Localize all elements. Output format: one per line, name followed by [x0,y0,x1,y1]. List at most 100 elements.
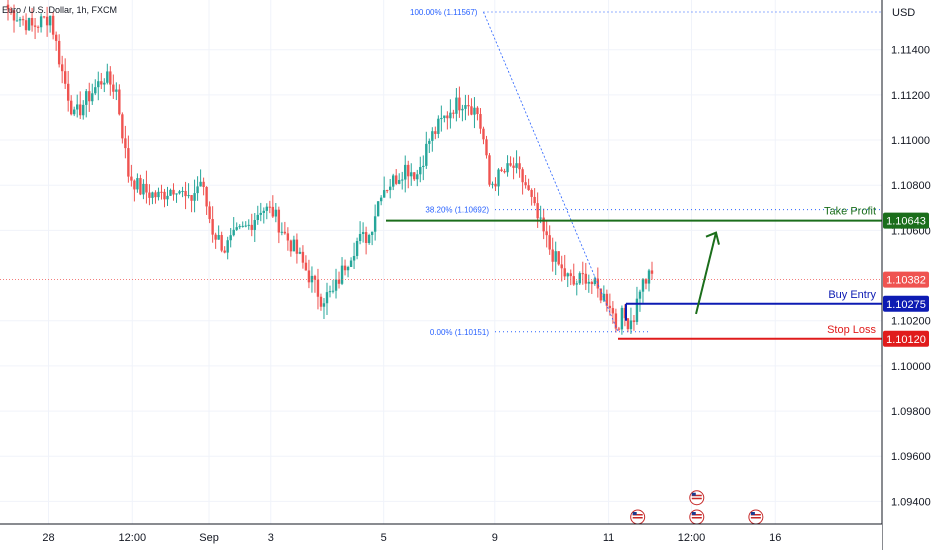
candle-body [388,186,392,191]
candle-body [316,279,320,297]
time-tick-label: 9 [492,532,498,544]
candle-body [9,9,13,11]
event-stripe [691,494,702,497]
candle-body [467,105,470,107]
candle-body [42,16,46,18]
candle-body [548,235,551,250]
candle-body [154,192,157,198]
candle-body [121,114,124,139]
candle-body [346,266,350,271]
candle-body [391,175,395,187]
candle-body [319,296,323,307]
time-tick-label: 11 [603,532,614,544]
event-canton [632,512,637,515]
candle-body [187,195,190,197]
candle-body [178,191,181,194]
candle-body [358,234,362,242]
price-tick-label: 1.11200 [891,90,930,102]
candle-body [647,270,651,284]
candle-body [626,318,630,330]
candle-body [413,172,416,180]
candle-body [115,89,118,92]
candle-body [313,275,317,280]
candle-body [33,25,37,27]
candle-body [184,190,187,197]
candle-body [449,112,452,119]
event-canton [691,512,696,515]
candle-body [518,163,521,170]
time-tick-label: 16 [769,532,781,544]
price-tick-label: 1.10200 [891,316,931,328]
us-flag-event-icon[interactable] [689,509,705,525]
candle-body [39,16,43,28]
fib-level-label: 38.20% (1.10692) [425,206,489,215]
time-axis[interactable] [0,524,882,550]
candle-body [650,270,654,274]
candle-body [214,234,217,240]
candle-body [410,172,413,177]
candle-body [611,308,615,314]
candle-body [30,17,34,26]
candle-body [572,276,575,285]
candle-body [91,93,94,102]
candle-body [599,288,603,301]
candle-body [256,214,259,221]
candle-body [97,81,100,88]
fibonacci-retracement: 100.00% (1.11567) 38.20% (1.10692) 0.00% (… [410,8,882,337]
candle-body [530,190,533,197]
candle-body [470,106,473,115]
take-profit-tag-text: 1.10643 [886,216,926,228]
economic-events[interactable] [630,490,764,525]
candle-body [82,104,85,116]
buy-entry-tag-text: 1.10275 [886,299,926,311]
candle-body [337,279,341,284]
candle-body [66,83,70,101]
candle-body [587,281,591,284]
candle-body [274,209,278,217]
candle-body [175,193,178,195]
time-tick-label: 12:00 [119,532,147,544]
candle-body [73,109,76,115]
candle-body [440,118,443,120]
candle-body [428,140,431,144]
candle-body [220,235,223,251]
candle-body [512,165,515,168]
fib-level-label: 0.00% (1.10151) [430,328,489,337]
candle-body [539,217,542,219]
candle-body [21,19,25,21]
candle-body [398,179,401,184]
candle-body [301,251,305,263]
us-flag-event-icon[interactable] [689,490,705,506]
candle-body [12,10,16,21]
candle-body [298,251,302,254]
candle-body [127,148,130,177]
candle-body [157,191,160,198]
take-profit-tag [883,212,929,229]
candle-body [45,16,49,26]
candle-body [54,34,58,41]
price-axis-labels: 1.114001.112001.110001.108001.106001.102… [891,45,931,509]
candle-body [69,100,73,115]
candle-body [217,235,220,240]
price-tick-label: 1.09600 [891,451,931,463]
candle-body [259,212,262,215]
candle-body [202,181,205,187]
us-flag-event-icon[interactable] [748,509,764,525]
candle-body [265,206,269,211]
candle-body [361,232,365,235]
candle-body [340,265,344,284]
candle-body [364,232,368,243]
candle-body [509,163,512,166]
candle-body [268,206,272,208]
projection-arrowhead [705,231,720,245]
candle-body [169,189,172,196]
candle-body [367,235,371,243]
candle-body [476,107,479,115]
candle-body [229,235,232,241]
candle-body [506,163,509,173]
candle-body [404,164,407,180]
candle-body [277,209,281,233]
candle-body [271,206,275,217]
us-flag-event-icon[interactable] [630,509,646,525]
